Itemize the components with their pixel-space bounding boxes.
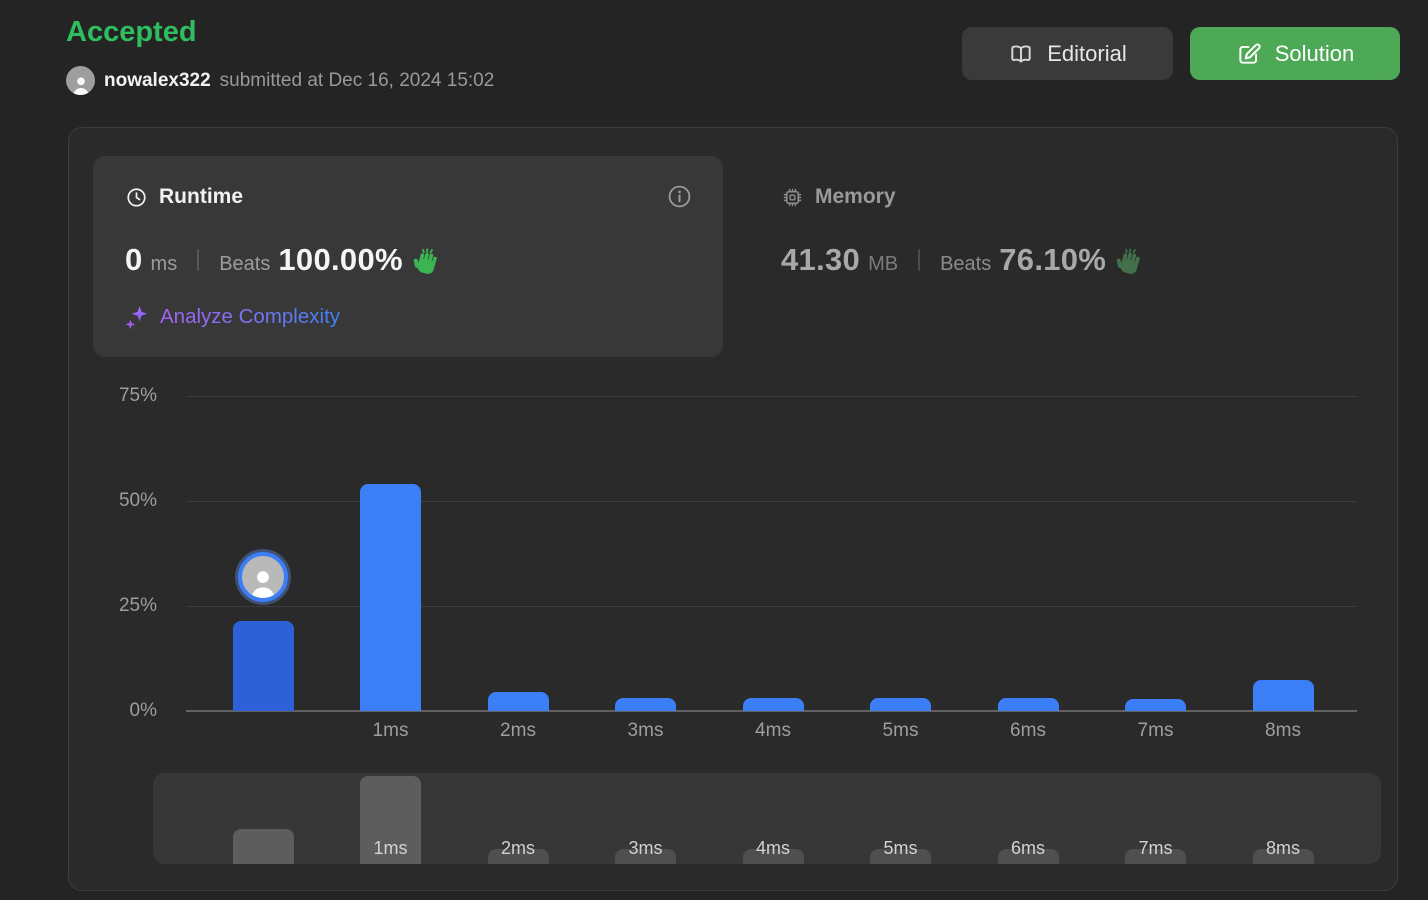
- avatar: [66, 66, 95, 95]
- divider: [197, 249, 200, 271]
- analyze-complexity-label: Analyze Complexity: [160, 305, 341, 328]
- clock-icon: [127, 187, 146, 207]
- memory-beats-value: 76.10%: [999, 242, 1107, 277]
- y-tick-0%: 0%: [129, 700, 157, 721]
- pencil-square-icon: [1239, 43, 1261, 64]
- chart-minimap-brush[interactable]: 1ms 2ms 3ms 4ms 5ms 6ms 7ms 8ms: [153, 773, 1381, 864]
- runtime-value: 0: [125, 242, 143, 277]
- memory-tab-panel[interactable]: Memory 41.30 MB Beats 76.10%: [781, 156, 1401, 357]
- x-tick-2ms: 2ms: [500, 720, 536, 741]
- wave-hand-icon: [411, 247, 442, 279]
- minimap-bar-7ms: [1125, 849, 1186, 864]
- chart-bar-8ms[interactable]: [1252, 679, 1314, 711]
- runtime-title: Runtime: [159, 185, 243, 208]
- page-title: Accepted: [66, 16, 197, 48]
- gridline-50%: [186, 501, 1357, 502]
- chart-bar-5ms[interactable]: [870, 698, 931, 711]
- minimap-bar-5ms: [870, 849, 931, 864]
- solution-button[interactable]: Solution: [1190, 27, 1400, 80]
- avatar-person-icon: [72, 77, 89, 95]
- x-tick-3ms: 3ms: [627, 720, 664, 741]
- runtime-panel-header: Runtime: [125, 185, 243, 209]
- minimap-label-3ms: 3ms: [628, 838, 663, 858]
- username[interactable]: nowalex322: [104, 69, 211, 91]
- runtime-unit: ms: [150, 253, 178, 275]
- minimap-bar-2ms: [487, 849, 549, 864]
- x-tick-1ms: 1ms: [372, 720, 409, 741]
- minimap-label-6ms: 6ms: [1010, 838, 1045, 858]
- y-tick-75%: 75%: [118, 385, 157, 406]
- wave-hand-icon-dim: [1114, 247, 1145, 279]
- x-tick-5ms: 5ms: [882, 720, 919, 741]
- minimap-bar-1ms: [360, 776, 421, 864]
- user-result-marker: [238, 551, 288, 602]
- chart-bar-0ms[interactable]: [232, 620, 294, 711]
- x-tick-7ms: 7ms: [1137, 720, 1174, 741]
- gridline-25%: [186, 606, 1357, 607]
- memory-stats: 41.30 MB Beats 76.10%: [781, 242, 1145, 278]
- runtime-tab-panel[interactable]: Runtime 0 ms Beats 100.00%: [93, 156, 723, 357]
- x-tick-6ms: 6ms: [1010, 720, 1046, 741]
- minimap-label-5ms: 5ms: [883, 838, 918, 858]
- memory-beats-label: Beats: [940, 253, 992, 275]
- submission-detail-card: Runtime 0 ms Beats 100.00%: [68, 127, 1398, 891]
- gridline-0%: [186, 710, 1357, 712]
- submission-meta: nowalex322 submitted at Dec 16, 2024 15:…: [66, 66, 494, 95]
- divider: [918, 249, 921, 271]
- analyze-complexity-link[interactable]: Analyze Complexity: [123, 303, 340, 331]
- minimap-bar-4ms: [742, 849, 804, 864]
- chart-bar-6ms[interactable]: [997, 698, 1059, 711]
- sparkles-icon: [125, 306, 148, 330]
- minimap-bar-8ms: [1252, 849, 1314, 864]
- runtime-distribution-chart: 0% 25% 50% 75% 1ms 2ms 3ms 4ms 5ms 6ms 7ms 8ms: [69, 128, 1397, 890]
- editorial-button-label: Editorial: [1047, 40, 1127, 66]
- memory-panel-header: Memory: [781, 185, 896, 209]
- minimap-label-8ms: 8ms: [1265, 838, 1300, 858]
- editorial-button[interactable]: Editorial: [962, 27, 1173, 80]
- memory-title: Memory: [815, 185, 896, 208]
- info-icon[interactable]: [666, 183, 693, 210]
- runtime-beats-label: Beats: [219, 253, 271, 275]
- minimap-bar-3ms: [615, 849, 676, 864]
- chip-icon: [783, 188, 802, 206]
- book-icon: [1011, 45, 1031, 63]
- x-tick-8ms: 8ms: [1265, 720, 1301, 741]
- chart-bar-7ms[interactable]: [1125, 699, 1186, 711]
- chart-bar-1ms[interactable]: [360, 484, 421, 711]
- x-tick-4ms: 4ms: [755, 720, 791, 741]
- minimap-label-1ms: 1ms: [373, 838, 408, 858]
- y-tick-25%: 25%: [118, 595, 157, 616]
- runtime-stats: 0 ms Beats 100.00%: [125, 242, 442, 278]
- minimap-bar-0ms: [232, 829, 294, 864]
- memory-unit: MB: [868, 253, 899, 275]
- submitted-timestamp: submitted at Dec 16, 2024 15:02: [219, 69, 495, 91]
- gridline-75%: [186, 396, 1357, 397]
- minimap-label-4ms: 4ms: [755, 838, 790, 858]
- memory-value: 41.30: [781, 242, 861, 277]
- minimap-label-7ms: 7ms: [1138, 838, 1173, 858]
- chart-bar-2ms[interactable]: [487, 692, 549, 711]
- runtime-beats-value: 100.00%: [278, 242, 403, 277]
- chart-bar-4ms[interactable]: [742, 698, 804, 711]
- minimap-bar-6ms: [997, 849, 1059, 864]
- solution-button-label: Solution: [1274, 40, 1355, 66]
- minimap-label-2ms: 2ms: [500, 838, 535, 858]
- y-tick-50%: 50%: [118, 490, 157, 511]
- chart-bar-3ms[interactable]: [615, 698, 676, 711]
